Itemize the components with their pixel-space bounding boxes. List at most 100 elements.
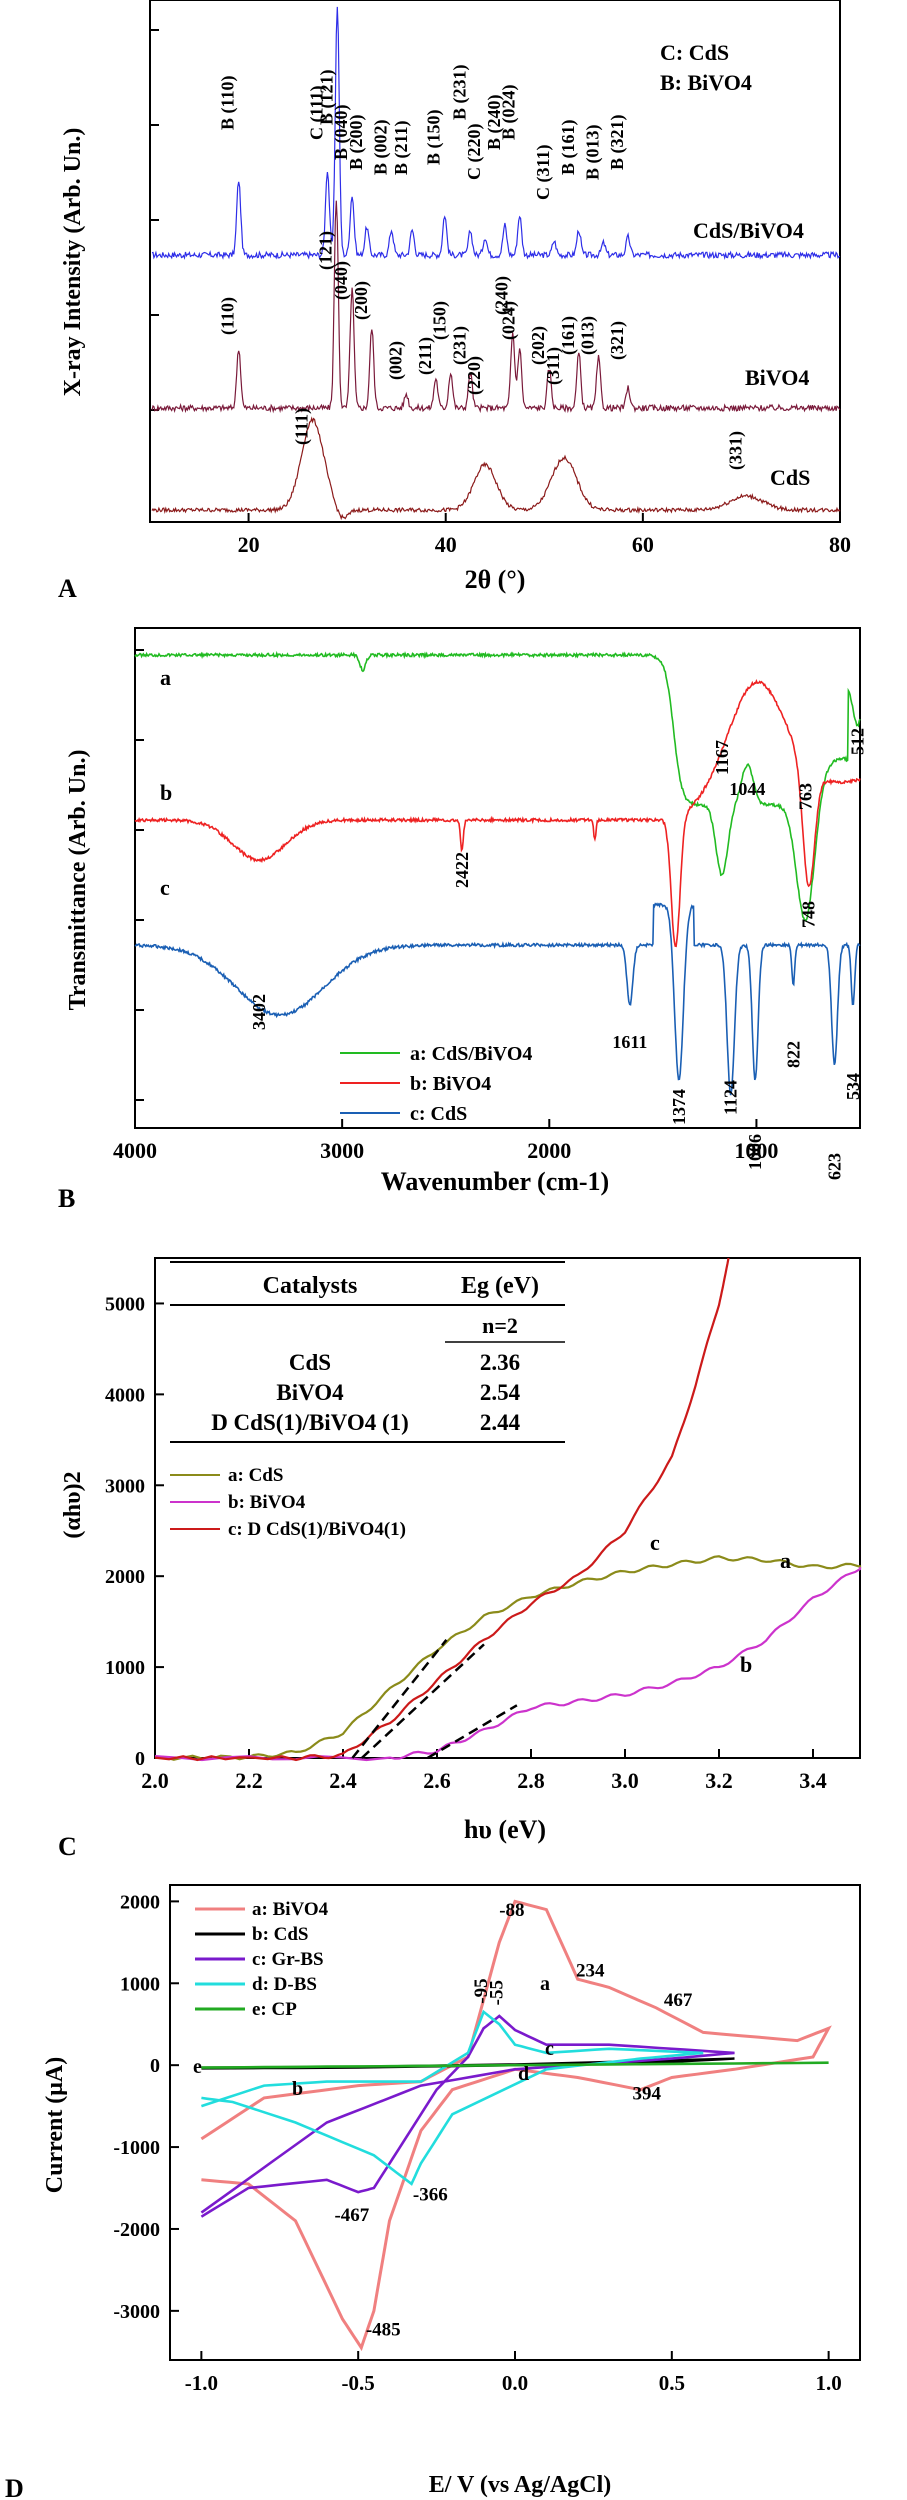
panel-a-peak-label: B (200) [346, 115, 367, 171]
panel-a-peak-label: (311) [543, 347, 564, 385]
panel-c-tauc: 2.0 2.2 2.4 2.6 2.8 3.0 3.2 3.4 0 1000 2000 3000 400… [58, 1257, 862, 1861]
panel-b-annotation: 1374 [669, 1089, 689, 1125]
panel-d-xtick-label: 0.0 [502, 2371, 528, 2395]
panel-c-ytick-label: 4000 [105, 1384, 145, 1406]
panel-b-annotation: 1044 [729, 779, 765, 799]
panel-c-legend-a: a: CdS [228, 1465, 283, 1486]
panel-a-xtick-label: 20 [238, 532, 260, 557]
panel-c-table-subheader: n=2 [482, 1313, 518, 1338]
panel-a-peak-label: B (110) [218, 75, 239, 130]
panel-c-xtick-label: 2.2 [235, 1768, 263, 1793]
panel-a-peak-label: (240) [492, 276, 513, 315]
panel-d-xtick-label: 1.0 [816, 2371, 842, 2395]
panel-d-curve-label-c: c [545, 2038, 554, 2060]
panel-d-series-2 [200, 2014, 735, 2218]
panel-d-xtick-label: 0.5 [659, 2371, 685, 2395]
panel-d-annotation: 394 [632, 2084, 661, 2105]
panel-a-peak-label: (024) [499, 301, 520, 340]
panel-a-peak-label: (002) [385, 341, 406, 380]
panel-c-table-row-3-eg: 2.44 [480, 1410, 521, 1435]
panel-d-ytick-label: -2000 [113, 2219, 160, 2241]
panel-a-peak-label: (040) [331, 261, 352, 300]
panel-d-ylabel: Current (μA) [42, 2057, 68, 2193]
panel-b-axes-frame [134, 627, 861, 1129]
panel-d-series-0 [200, 1899, 832, 2352]
panel-a-peak-label: C (111) [306, 85, 327, 140]
panel-d-xtick-label: -1.0 [185, 2371, 218, 2395]
panel-d-ytick-label: 2000 [120, 1891, 160, 1913]
panel-a-peak-label: B (240) [484, 94, 505, 150]
panel-b-annotation: 1124 [721, 1080, 741, 1115]
panel-d-annotation: -485 [366, 2319, 401, 2340]
panel-a-series-label-cds-bivo4: CdS/BiVO4 [693, 218, 804, 243]
panel-b-xtick-label: 3000 [320, 1138, 364, 1163]
panel-c-curve-label-b: b [740, 1652, 752, 1677]
panel-c-xtick-label: 3.2 [705, 1768, 733, 1793]
panel-a-peak-label: (013) [578, 316, 599, 355]
panel-c-fit-line-2 [426, 1704, 518, 1760]
panel-c-xtick-label: 3.0 [611, 1768, 639, 1793]
panel-b-annotation: 512 [848, 728, 868, 755]
panel-d-series-4 [201, 2061, 829, 2069]
panel-c-xtick-label: 2.8 [517, 1768, 545, 1793]
panel-a-peak-label: (211) [415, 337, 436, 375]
panel-b-series-2 [134, 902, 861, 1096]
panel-b-series-1 [134, 679, 861, 948]
panel-c-ytick-label: 0 [135, 1748, 145, 1770]
panel-b-legend-b: b: BiVO4 [410, 1073, 491, 1095]
panel-a-peak-label: (161) [558, 316, 579, 355]
panel-a-label: A [58, 574, 77, 603]
panel-a-series-0 [151, 6, 841, 260]
panel-a-peak-label: C (220) [464, 124, 485, 180]
panel-b-annotation: 623 [825, 1153, 845, 1180]
panel-a-xlabel: 2θ (°) [465, 565, 526, 594]
panel-d-legend-e: e: CP [252, 1999, 297, 2020]
panel-a-series-2 [151, 416, 841, 521]
panel-a-peak-label: (200) [351, 281, 372, 320]
panel-d-legend-c: c: Gr-BS [252, 1949, 324, 1970]
panel-a-legend-line-2: B: BiVO4 [660, 70, 752, 95]
panel-a-peak-label: (111) [292, 408, 313, 445]
panel-d-annotation: -467 [334, 2205, 369, 2226]
panel-b-legend-a: a: CdS/BiVO4 [410, 1043, 532, 1065]
panel-a-legend-line-1: C: CdS [660, 40, 729, 65]
panel-a-series-1 [151, 200, 841, 414]
panel-d-series-3 [200, 2009, 704, 2186]
panel-b-annotation: 763 [796, 783, 816, 810]
panel-b-xtick-label: 4000 [113, 1138, 157, 1163]
panel-c-fit-line-1 [360, 1643, 485, 1759]
panel-b-annotation: 534 [843, 1073, 863, 1100]
panel-c-ytick-label: 3000 [105, 1475, 145, 1497]
panel-c-table-row-1-catalyst: CdS [289, 1350, 331, 1375]
panel-b-xtick-label: 2000 [527, 1138, 571, 1163]
panel-c-xlabel: hυ (eV) [464, 1815, 546, 1844]
panel-a-peak-label: B (024) [499, 85, 520, 141]
panel-a-peak-label: B (013) [582, 125, 603, 181]
panel-d-annotation: 234 [576, 1961, 605, 1982]
panel-a-peak-label: (110) [218, 297, 239, 335]
panel-c-xtick-label: 3.4 [799, 1768, 827, 1793]
panel-b-ftir: 4000 3000 2000 1000 1044 1167 763 512 2422 748 34… [58, 627, 868, 1213]
panel-c-fit-line-0 [351, 1639, 448, 1759]
panel-c-xtick-label: 2.6 [423, 1768, 451, 1793]
panel-c-table: Catalysts Eg (eV) n=2 CdS 2.36 BiVO4 2.5… [170, 1261, 565, 1443]
panel-c-curve-label-c: c [650, 1530, 660, 1555]
panel-c-legend-b: b: BiVO4 [228, 1492, 306, 1513]
panel-d-annotation: -366 [413, 2184, 448, 2205]
panel-c-series-1 [154, 1567, 862, 1762]
panel-a-peak-label: C (311) [533, 145, 554, 201]
panel-a-xtick-label: 40 [435, 532, 457, 557]
panel-b-series-0 [134, 650, 861, 922]
panel-a-peak-label: B (002) [371, 120, 392, 176]
panel-b-legend-c: c: CdS [410, 1103, 467, 1125]
panel-b-annotation: 3402 [249, 994, 269, 1030]
panel-b-curve-label-b: b [160, 780, 172, 805]
panel-d-curve-label-e: e [193, 2056, 202, 2078]
panel-d-xlabel: E/ V (vs Ag/AgCl) [429, 2472, 611, 2498]
panel-c-table-row-2-catalyst: BiVO4 [276, 1380, 344, 1405]
panel-c-legend-c: c: D CdS(1)/BiVO4(1) [228, 1519, 406, 1540]
panel-c-xtick-label: 2.0 [141, 1768, 169, 1793]
panel-a-series-label-cds: CdS [770, 465, 810, 490]
panel-d-xtick-label: -0.5 [342, 2371, 375, 2395]
panel-b-annotation: 1611 [612, 1032, 647, 1052]
